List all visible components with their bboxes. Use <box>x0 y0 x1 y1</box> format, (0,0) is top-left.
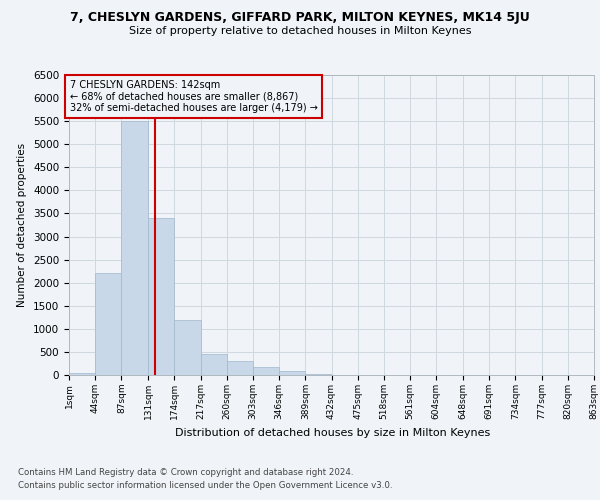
Text: 7, CHESLYN GARDENS, GIFFARD PARK, MILTON KEYNES, MK14 5JU: 7, CHESLYN GARDENS, GIFFARD PARK, MILTON… <box>70 11 530 24</box>
Bar <box>305 374 331 375</box>
Text: Size of property relative to detached houses in Milton Keynes: Size of property relative to detached ho… <box>129 26 471 36</box>
Bar <box>279 372 305 375</box>
Text: 7 CHESLYN GARDENS: 142sqm
← 68% of detached houses are smaller (8,867)
32% of se: 7 CHESLYN GARDENS: 142sqm ← 68% of detac… <box>70 80 317 112</box>
Bar <box>95 274 121 375</box>
Text: Contains HM Land Registry data © Crown copyright and database right 2024.: Contains HM Land Registry data © Crown c… <box>18 468 353 477</box>
Bar <box>69 372 95 375</box>
Bar <box>227 361 253 375</box>
Bar <box>200 354 227 375</box>
Text: Distribution of detached houses by size in Milton Keynes: Distribution of detached houses by size … <box>175 428 491 438</box>
Bar <box>175 320 200 375</box>
Text: Contains public sector information licensed under the Open Government Licence v3: Contains public sector information licen… <box>18 482 392 490</box>
Y-axis label: Number of detached properties: Number of detached properties <box>17 143 28 307</box>
Bar <box>121 121 148 375</box>
Bar <box>148 218 175 375</box>
Bar <box>253 367 279 375</box>
